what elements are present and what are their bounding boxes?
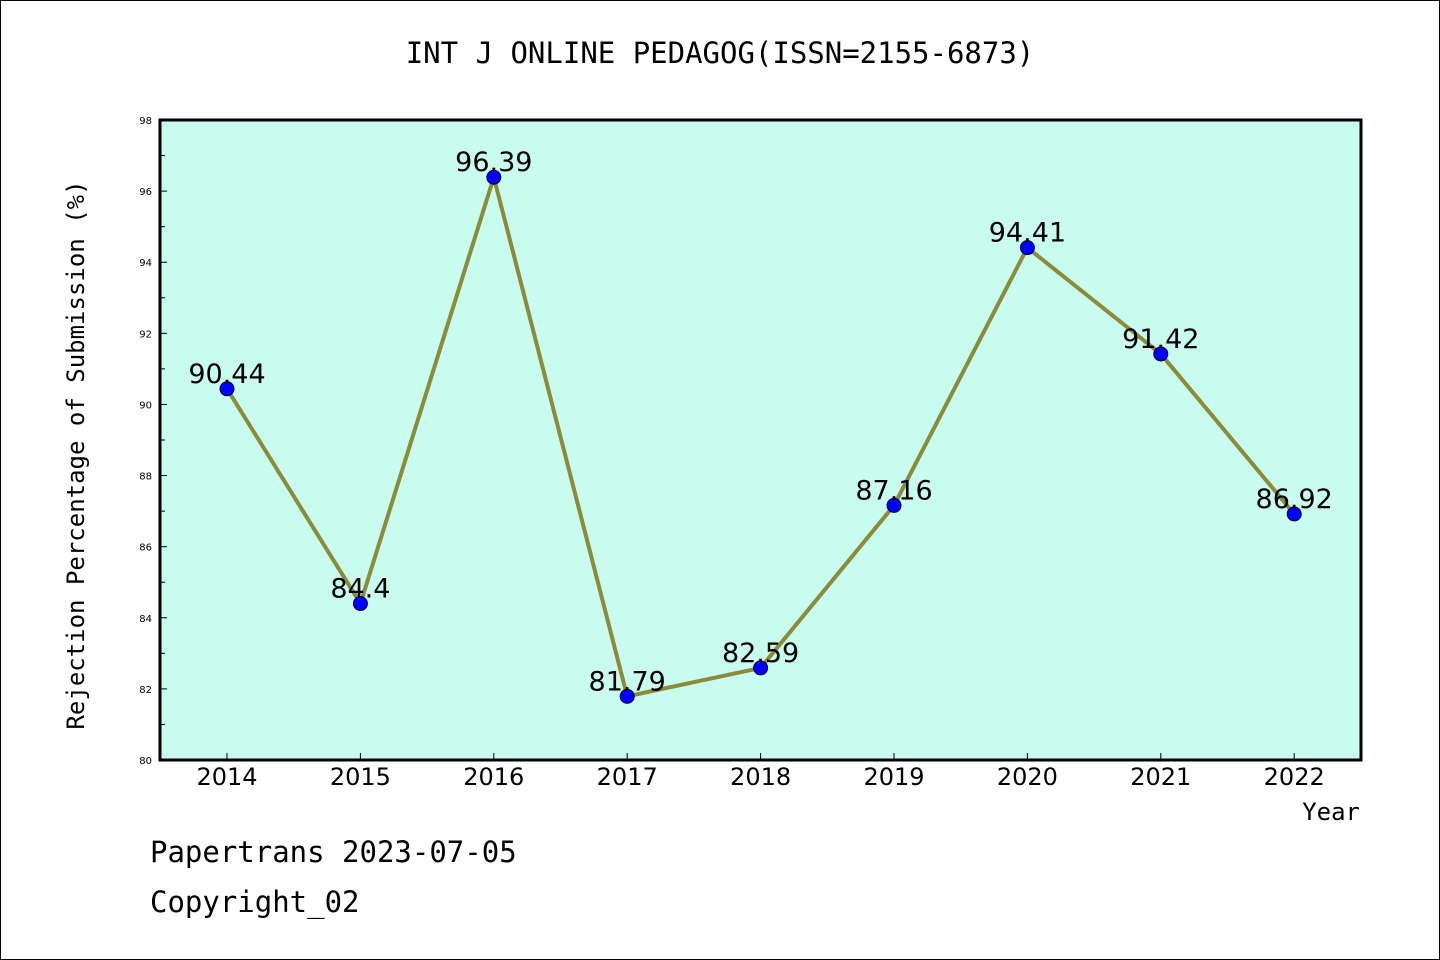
x-tick-label: 2015 — [330, 763, 391, 791]
data-label: 87.16 — [855, 475, 932, 506]
data-point — [352, 596, 368, 612]
data-point — [1019, 240, 1035, 256]
data-label: 86.92 — [1256, 484, 1333, 515]
y-tick-label: 92 — [139, 329, 152, 340]
x-tick-label: 2018 — [730, 763, 791, 791]
y-tick-label: 80 — [139, 756, 152, 767]
data-point — [1153, 346, 1169, 362]
data-label: 82.59 — [722, 638, 799, 669]
y-tick-label: 86 — [139, 543, 152, 554]
chart-title: INT J ONLINE PEDAGOG(ISSN=2155-6873) — [405, 36, 1035, 70]
data-label: 84.4 — [330, 574, 390, 605]
data-point — [886, 497, 902, 513]
data-point — [619, 688, 635, 704]
x-tick-label: 2021 — [1130, 763, 1191, 791]
footer-papertrans: Papertrans 2023-07-05 — [150, 835, 517, 869]
y-tick-label: 84 — [139, 614, 152, 625]
y-tick-label: 94 — [139, 258, 152, 269]
plot-area — [158, 118, 1363, 762]
x-tick-label: 2020 — [997, 763, 1058, 791]
data-label: 96.39 — [455, 147, 532, 178]
data-label: 90.44 — [188, 359, 265, 390]
x-axis: 2014 2015 2016 2017 2018 2019 2020 2021 2022 — [196, 753, 1325, 791]
data-labels: 90.44 84.4 96.39 81.79 82.59 87.16 94.41 91.42 8… — [188, 147, 1332, 697]
y-tick-label: 82 — [139, 685, 152, 696]
data-label: 91.42 — [1122, 324, 1199, 355]
x-tick-label: 2014 — [196, 763, 257, 791]
y-axis: 80 82 84 86 88 90 92 94 96 98 — [139, 116, 167, 767]
data-label: 94.41 — [989, 218, 1066, 249]
data-point — [219, 381, 235, 397]
y-tick-label: 96 — [139, 187, 152, 198]
y-tick-label: 90 — [139, 400, 152, 411]
x-tick-label: 2016 — [463, 763, 524, 791]
series-markers — [219, 169, 1302, 704]
x-tick-label: 2017 — [597, 763, 658, 791]
data-label: 81.79 — [589, 666, 666, 697]
y-axis-label: Rejection Percentage of Submission (%) — [62, 180, 90, 729]
x-tick-label: 2022 — [1264, 763, 1325, 791]
data-point — [753, 660, 769, 676]
data-point — [1286, 506, 1302, 522]
y-tick-label: 98 — [139, 116, 152, 127]
x-tick-label: 2019 — [863, 763, 924, 791]
data-point — [486, 169, 502, 185]
x-axis-label: Year — [1302, 798, 1360, 826]
footer-copyright: Copyright_02 — [150, 885, 360, 919]
y-tick-label: 88 — [139, 472, 152, 483]
